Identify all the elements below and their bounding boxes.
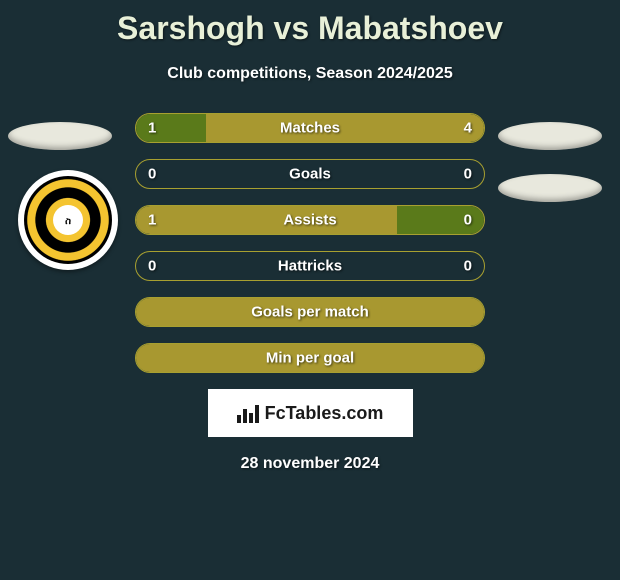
stat-row-hattricks: 0 Hattricks 0 <box>135 251 485 281</box>
fctables-text: FcTables.com <box>265 403 384 424</box>
placeholder-ellipse-right-1 <box>498 122 602 150</box>
bar-chart-icon <box>237 403 259 423</box>
stat-label: Goals per match <box>136 304 484 321</box>
stat-value-right: 0 <box>464 166 472 183</box>
club-badge-left: ስ <box>18 170 118 270</box>
stat-label: Assists <box>136 212 484 229</box>
placeholder-ellipse-right-2 <box>498 174 602 202</box>
page-subtitle: Club competitions, Season 2024/2025 <box>0 65 620 83</box>
stat-value-right: 0 <box>464 212 472 229</box>
stat-label: Hattricks <box>136 258 484 275</box>
stat-value-right: 0 <box>464 258 472 275</box>
stat-label: Matches <box>136 120 484 137</box>
placeholder-ellipse-left <box>8 122 112 150</box>
fctables-logo[interactable]: FcTables.com <box>208 389 413 437</box>
stat-row-goals-per-match: Goals per match <box>135 297 485 327</box>
stat-row-matches: 1 Matches 4 <box>135 113 485 143</box>
stat-row-min-per-goal: Min per goal <box>135 343 485 373</box>
club-badge-center-icon: ስ <box>53 205 83 235</box>
stat-label: Min per goal <box>136 350 484 367</box>
page-date: 28 november 2024 <box>0 455 620 473</box>
page-title: Sarshogh vs Mabatshoev <box>0 0 620 47</box>
stat-label: Goals <box>136 166 484 183</box>
svg-text:ስ: ስ <box>65 216 71 227</box>
club-badge-icon: ስ <box>24 176 112 264</box>
stat-row-goals: 0 Goals 0 <box>135 159 485 189</box>
stat-value-right: 4 <box>464 120 472 137</box>
stat-row-assists: 1 Assists 0 <box>135 205 485 235</box>
